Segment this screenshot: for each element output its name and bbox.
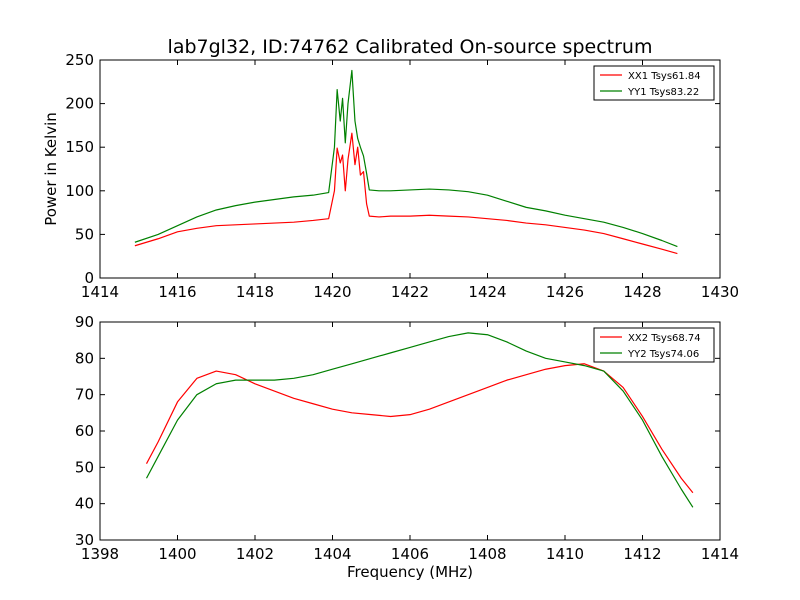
legend-box [593,65,715,101]
x-tick-label: 1414 [81,283,119,301]
y-tick-label: 0 [84,269,94,287]
x-tick-label: 1404 [313,545,351,563]
x-tick-label: 1410 [546,545,584,563]
x-tick-label: 1418 [236,283,274,301]
y-axis-label: Power in Kelvin [42,112,60,226]
x-tick-label: 1416 [158,283,196,301]
bottom-panel: 1398 1400 1402 1404 1406 1408 1410 1412 1414 30 40… [75,313,739,563]
x-tick-label: 1414 [701,545,739,563]
series-line-1 [134,132,678,255]
legend: XX1 Tsys61.84 YY1 Tsys83.22 [593,65,715,101]
x-tick-label: 1400 [158,545,196,563]
legend-label: XX2 Tsys68.74 [628,333,701,344]
x-tick-label: 1408 [468,545,506,563]
y-tick-label: 80 [75,349,94,367]
x-tick-label: 1424 [468,283,506,301]
x-tick-label: 1428 [623,283,661,301]
x-axis-label: Frequency (MHz) [347,563,473,581]
x-tick-label: 1420 [313,283,351,301]
figure-title: lab7gl32, ID:74762 Calibrated On-source … [168,36,653,58]
y-tick-label: 150 [65,138,94,156]
y-tick-label: 70 [75,386,94,404]
legend-label: YY1 Tsys83.22 [627,87,699,98]
y-tick-label: 90 [75,313,94,331]
x-tick-label: 1426 [546,283,584,301]
y-tick-label: 50 [75,458,94,476]
y-tick-label: 40 [75,495,94,513]
y-tick-label: 250 [65,51,94,69]
x-tick-label: 1430 [701,283,739,301]
y-tick-label: 30 [75,531,94,549]
y-tick-label: 60 [75,422,94,440]
y-tick-label: 200 [65,95,94,113]
y-tick-label: 100 [65,182,94,200]
series-line-2 [145,332,694,508]
legend-label: XX1 Tsys61.84 [628,71,701,82]
top-panel: 1414 1416 1418 1420 1422 1424 1426 1428 1430 0 50 1… [65,51,739,301]
legend: XX2 Tsys68.74 YY2 Tsys74.06 [593,327,715,363]
x-tick-label: 1402 [236,545,274,563]
x-tick-label: 1422 [391,283,429,301]
legend-box [593,327,715,363]
x-tick-label: 1412 [623,545,661,563]
legend-label: YY2 Tsys74.06 [627,349,699,360]
series-line-2 [134,69,678,248]
x-tick-label: 1406 [391,545,429,563]
x-tick-label: 1398 [81,545,119,563]
y-tick-label: 50 [75,225,94,243]
